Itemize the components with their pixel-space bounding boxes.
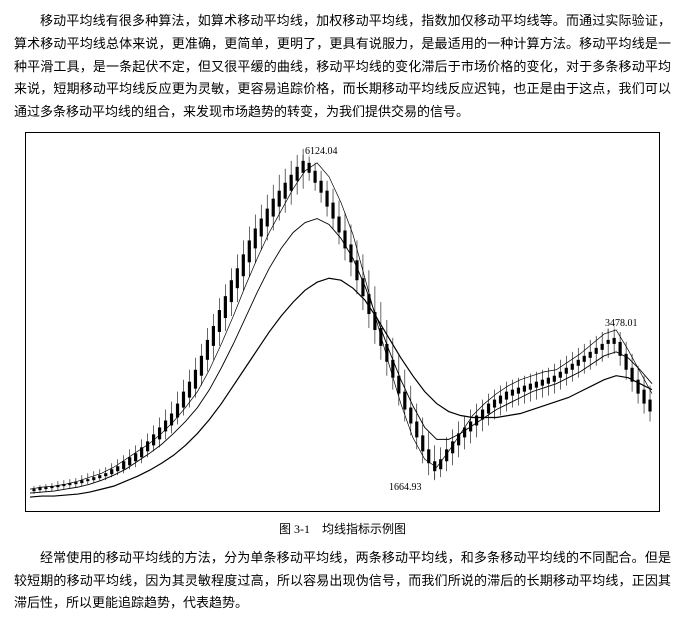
moving-average-chart: [26, 133, 659, 511]
paragraph-1: 移动平均线有很多种算法，如算术移动平均线，加权移动平均线，指数加仅移动平均线等。…: [14, 10, 671, 124]
page: 移动平均线有很多种算法，如算术移动平均线，加权移动平均线，指数加仅移动平均线等。…: [0, 0, 685, 639]
figure-caption: 图 3-1 均线指标示例图: [14, 520, 671, 537]
chart-figure: 6124.04 1664.93 3478.01: [25, 132, 660, 512]
paragraph-2: 经常使用的移动平均线的方法，分为单条移动平均线，两条移动平均线，和多条移动平均线…: [14, 547, 671, 615]
